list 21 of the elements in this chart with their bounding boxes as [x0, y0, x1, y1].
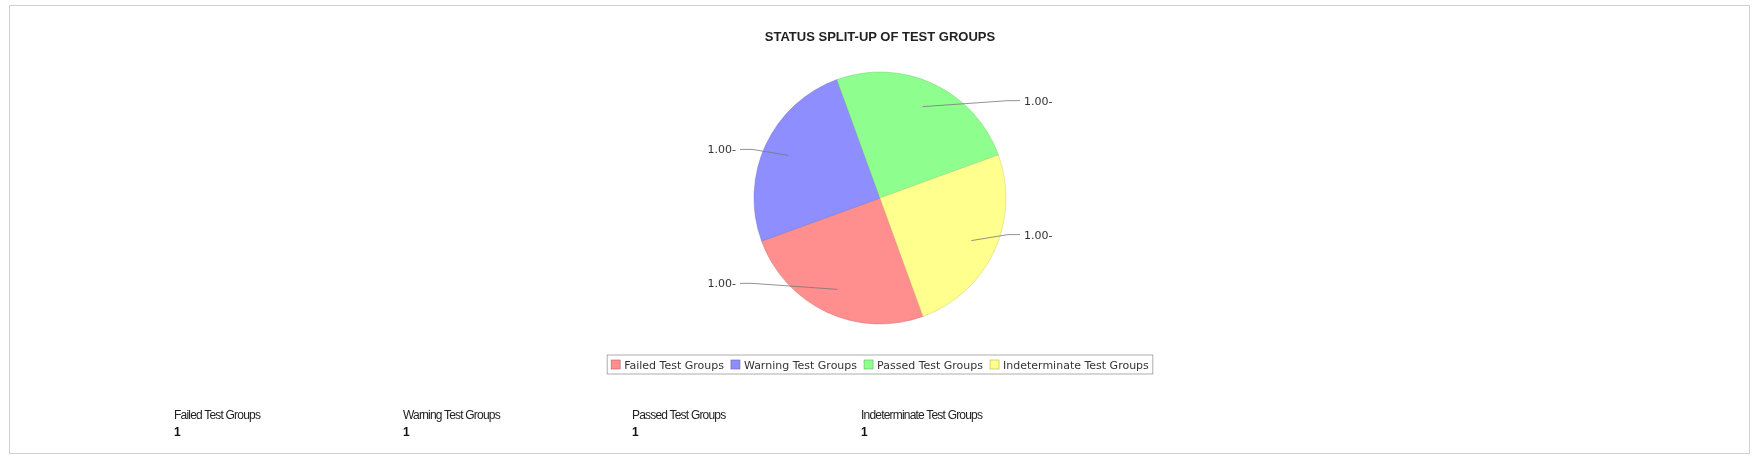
- category-label: Passed Test Groups: [632, 408, 726, 422]
- legend-label: Passed Test Groups: [877, 358, 984, 372]
- text: 1: [861, 425, 868, 439]
- chart-title: STATUS SPLIT-UP OF TEST GROUPS: [764, 29, 996, 44]
- legend-label: Failed Test Groups: [624, 358, 725, 372]
- data-label: 1.00-: [1024, 94, 1053, 108]
- pie-slice: [836, 71, 999, 199]
- legend-label: Indeterminate Test Groups: [1003, 358, 1150, 372]
- pie-slice: [761, 197, 924, 325]
- text: 1: [174, 425, 181, 439]
- text: 1: [632, 425, 639, 439]
- category-label: Failed Test Groups: [174, 408, 261, 422]
- data-label: 1.00-: [1024, 228, 1053, 242]
- category-label: Warning Test Groups: [403, 408, 500, 422]
- pie-slice: [753, 79, 881, 242]
- legend-label: Warning Test Groups: [743, 358, 858, 372]
- pie-slice: [879, 154, 1007, 317]
- text: 1: [403, 425, 410, 439]
- data-label: 1.00-: [707, 143, 737, 157]
- data-label: 1.00-: [707, 277, 737, 291]
- category-label: Indeterminate Test Groups: [861, 408, 983, 422]
